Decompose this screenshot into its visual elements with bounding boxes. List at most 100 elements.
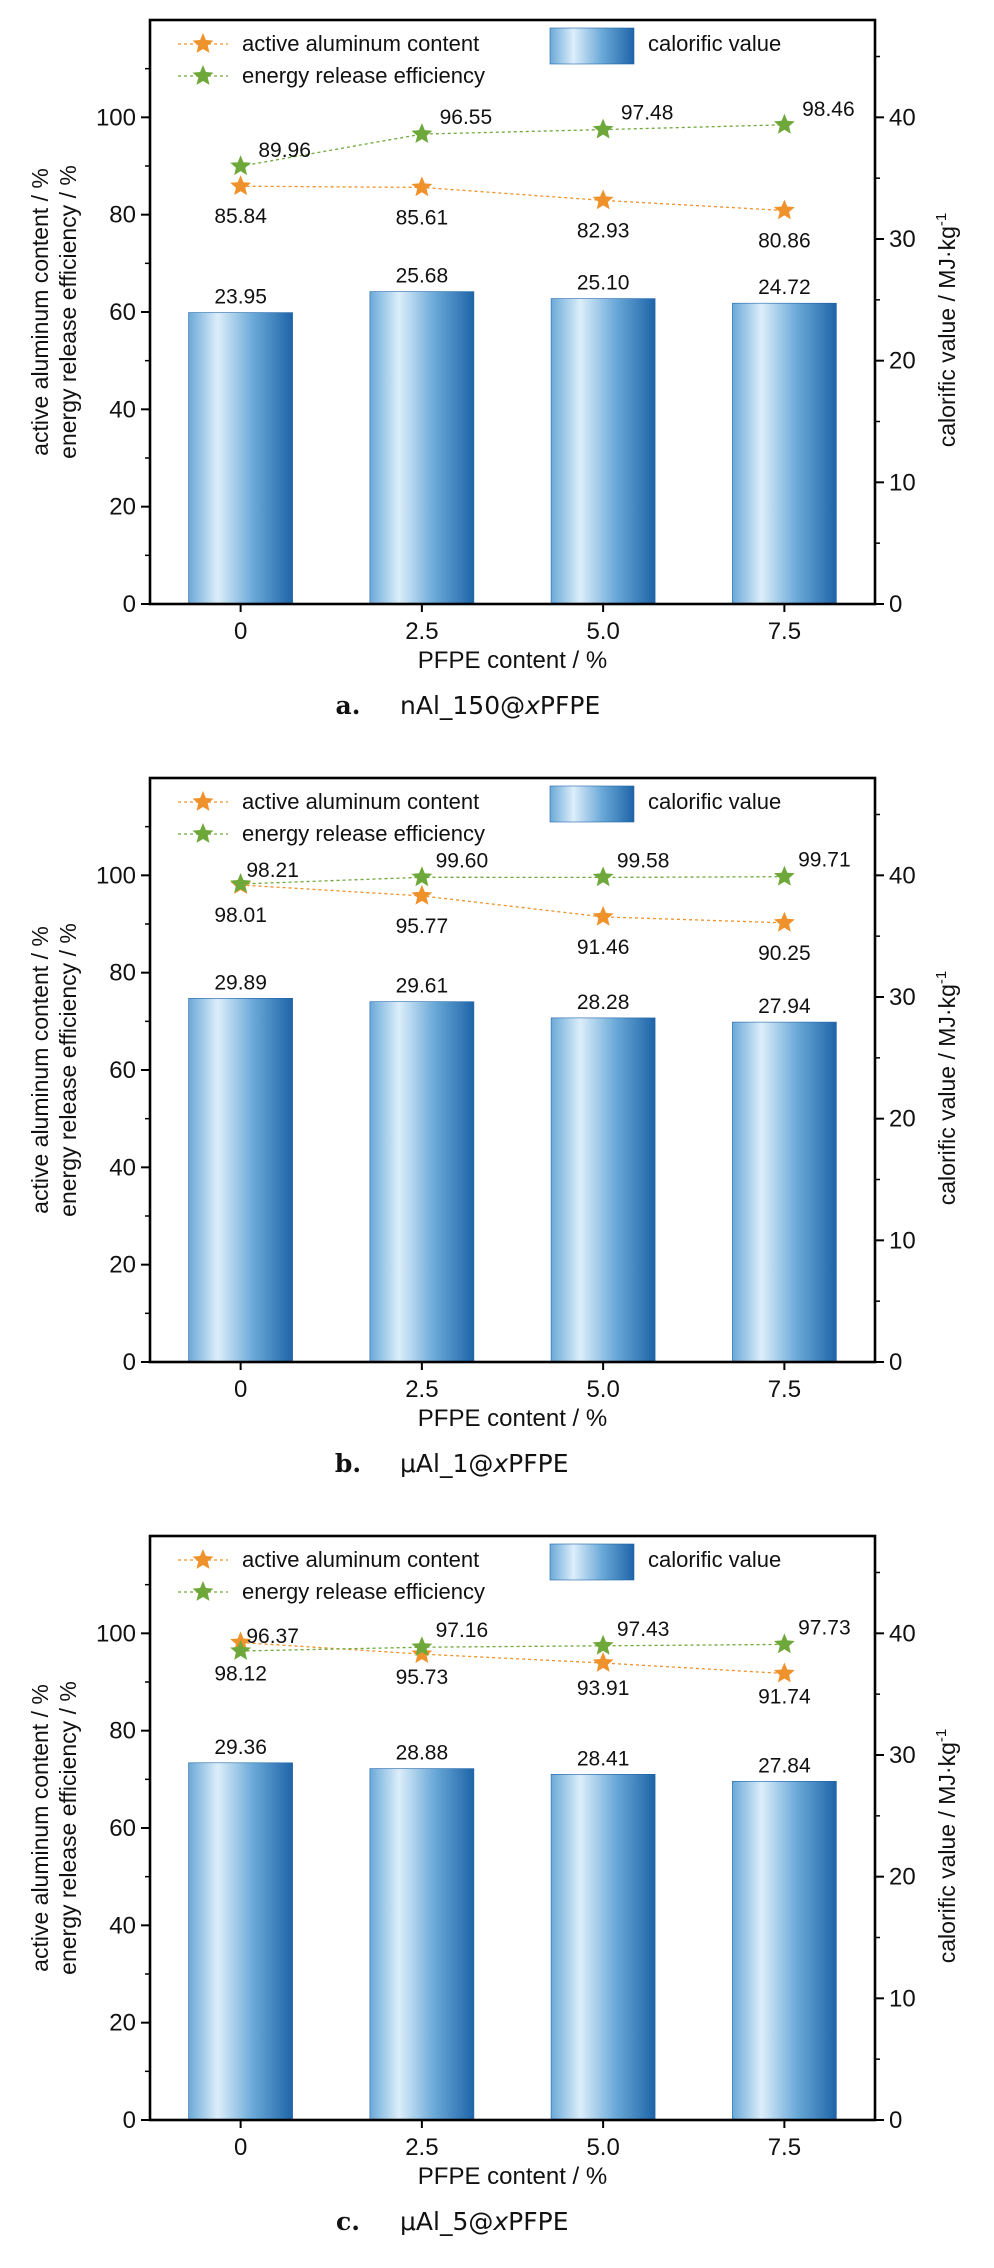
right-axis-label: calorific value / MJ·kg-1 — [933, 213, 960, 447]
calorific-value-label: 29.36 — [214, 1736, 267, 1759]
calorific-value-label: 29.61 — [396, 975, 449, 998]
series-marker-energy-release — [773, 113, 795, 134]
left-tick-label: 0 — [123, 2107, 136, 2134]
calorific-value-label: 28.41 — [577, 1747, 630, 1770]
right-tick-label: 10 — [889, 1985, 916, 2012]
series-marker-active-aluminum — [592, 905, 614, 926]
data-label-active-aluminum: 95.73 — [396, 1666, 449, 1689]
x-tick-label: 2.5 — [405, 1376, 438, 1403]
legend-label-calorific-value: calorific value — [648, 1547, 781, 1572]
left-tick-label: 60 — [109, 299, 136, 326]
data-label-active-aluminum: 85.61 — [396, 206, 449, 229]
data-label-active-aluminum: 90.25 — [758, 942, 811, 965]
x-axis-label: PFPE content / % — [418, 647, 607, 674]
left-tick-label: 100 — [96, 1620, 136, 1647]
caption-name-main: μAl_1@ — [400, 1449, 493, 1478]
caption-name: μAl_1@xPFPE — [400, 1449, 568, 1478]
caption-name-main: μAl_5@ — [400, 2207, 493, 2236]
data-label-active-aluminum: 93.91 — [577, 1677, 630, 1700]
legend-swatch-calorific-value — [549, 785, 635, 823]
left-axis-label: active aluminum content / % — [27, 926, 53, 1214]
chart-panel-c: 29.36 28.88 28.41 27.84 0 20 40 60 80 100 0 10 20 30 4… — [27, 1534, 960, 2236]
data-label-energy-release: 98.21 — [246, 859, 299, 882]
series-marker-energy-release — [230, 1640, 252, 1660]
right-tick-label: 40 — [889, 104, 916, 131]
series-marker-active-aluminum — [773, 1662, 795, 1683]
calorific-value-bar — [369, 291, 475, 605]
right-axis-label-superscript: -1 — [933, 1729, 950, 1742]
calorific-value-label: 28.88 — [396, 1742, 449, 1765]
series-marker-active-aluminum — [592, 189, 614, 210]
x-tick-label: 0 — [234, 1376, 247, 1403]
series-marker-energy-release — [592, 118, 614, 139]
chart-panel-b: 29.89 29.61 28.28 27.94 0 20 40 60 80 100 0 10 20 30 4… — [27, 776, 960, 1478]
x-tick-label: 7.5 — [768, 618, 801, 645]
legend-label-active-aluminum: active aluminum content — [242, 789, 479, 814]
left-tick-label: 20 — [109, 494, 136, 521]
right-tick-label: 30 — [889, 1742, 916, 1769]
left-tick-label: 40 — [109, 1912, 136, 1939]
right-tick-label: 10 — [889, 1227, 916, 1254]
right-axis-label-superscript: -1 — [933, 971, 950, 984]
data-label-energy-release: 97.16 — [436, 1619, 489, 1642]
left-axis-label: energy release efficiency / % — [55, 1681, 81, 1975]
calorific-value-bar — [550, 298, 656, 605]
legend-star-energy-release — [192, 65, 214, 85]
right-tick-label: 30 — [889, 226, 916, 253]
data-label-active-aluminum: 85.84 — [214, 205, 267, 228]
data-label-active-aluminum: 95.77 — [396, 915, 449, 938]
left-tick-label: 80 — [109, 1718, 136, 1745]
calorific-value-label: 29.89 — [214, 971, 267, 994]
calorific-value-bar — [188, 997, 293, 1363]
left-tick-label: 100 — [96, 104, 136, 131]
series-marker-energy-release — [411, 866, 433, 887]
caption-name-main: nAl_150@ — [400, 691, 525, 720]
series-marker-active-aluminum — [411, 1643, 433, 1663]
data-label-energy-release: 99.60 — [436, 849, 489, 872]
right-axis-label-text: calorific value / MJ·kg — [934, 226, 960, 447]
caption-name-tail: PFPE — [540, 691, 600, 720]
legend-star-active-aluminum — [192, 791, 214, 811]
caption-name-tail: PFPE — [508, 2207, 568, 2236]
left-axis-label: active aluminum content / % — [27, 1684, 53, 1972]
right-tick-label: 0 — [889, 1349, 902, 1376]
data-label-energy-release: 89.96 — [258, 139, 311, 162]
caption-tag: c. — [336, 2207, 360, 2236]
caption-tag: a. — [336, 691, 361, 720]
right-axis-label-text: calorific value / MJ·kg — [934, 1742, 960, 1963]
calorific-value-bar — [188, 1762, 293, 2121]
calorific-value-label: 25.10 — [577, 272, 630, 295]
left-tick-label: 20 — [109, 2010, 136, 2037]
series-marker-active-aluminum — [411, 884, 433, 905]
legend-swatch-calorific-value — [549, 1543, 635, 1581]
left-tick-label: 80 — [109, 202, 136, 229]
left-tick-label: 80 — [109, 960, 136, 987]
right-axis-label-superscript: -1 — [933, 213, 950, 226]
x-tick-label: 7.5 — [768, 1376, 801, 1403]
series-marker-energy-release — [411, 1636, 433, 1657]
legend-label-energy-release: energy release efficiency — [242, 1579, 485, 1604]
right-tick-label: 40 — [889, 862, 916, 889]
left-tick-label: 100 — [96, 862, 136, 889]
data-label-active-aluminum: 98.12 — [214, 1662, 267, 1685]
calorific-value-bar — [369, 1001, 475, 1363]
left-axis-label: active aluminum content / % — [27, 168, 53, 456]
series-marker-active-aluminum — [773, 911, 795, 932]
data-label-energy-release: 99.71 — [798, 849, 851, 872]
right-tick-label: 10 — [889, 469, 916, 496]
caption-name-variable: x — [492, 1449, 508, 1478]
right-tick-label: 20 — [889, 348, 916, 375]
series-marker-energy-release — [592, 1634, 614, 1655]
caption-name-variable: x — [492, 2207, 508, 2236]
calorific-value-bar — [369, 1768, 475, 2121]
caption-name: nAl_150@xPFPE — [400, 691, 600, 720]
legend-star-active-aluminum — [192, 1549, 214, 1569]
right-tick-label: 30 — [889, 984, 916, 1011]
series-marker-energy-release — [592, 866, 614, 887]
left-tick-label: 0 — [123, 591, 136, 618]
series-marker-energy-release — [230, 873, 252, 893]
data-label-energy-release: 97.43 — [617, 1618, 670, 1641]
calorific-value-label: 24.72 — [758, 276, 811, 299]
x-tick-label: 0 — [234, 618, 247, 645]
